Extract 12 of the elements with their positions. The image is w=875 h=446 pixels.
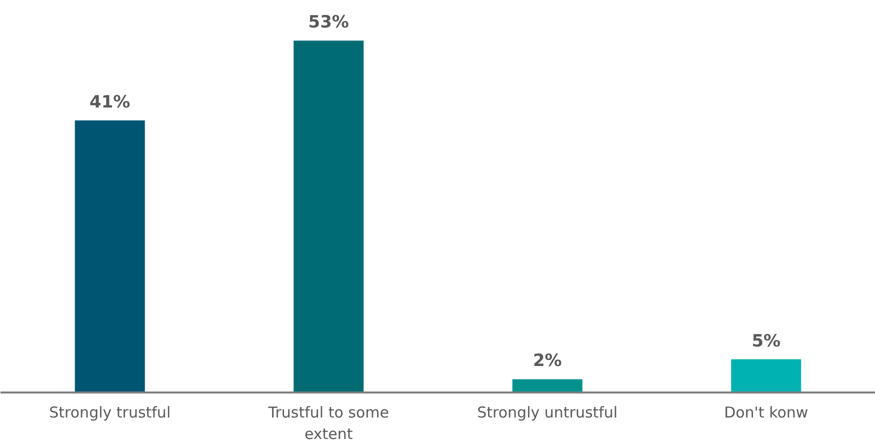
x-tick-label: Strongly trustful bbox=[49, 404, 171, 422]
bar bbox=[731, 359, 802, 392]
data-label: 2% bbox=[532, 351, 562, 372]
data-label: 53% bbox=[308, 12, 349, 33]
bar bbox=[512, 379, 582, 392]
x-tick-label: Don't konw bbox=[724, 404, 808, 422]
x-tick-label: Trustful to some extent bbox=[267, 404, 389, 444]
x-tick-label: Strongly untrustful bbox=[477, 404, 618, 422]
bar bbox=[294, 40, 364, 392]
bar bbox=[74, 120, 145, 392]
data-label: 5% bbox=[752, 331, 781, 352]
data-label: 41% bbox=[90, 92, 130, 112]
